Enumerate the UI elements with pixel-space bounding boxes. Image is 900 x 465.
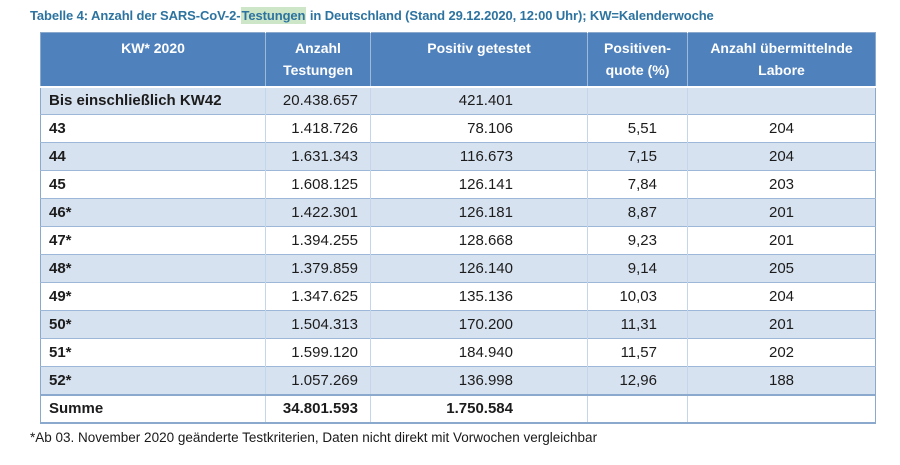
table-cell: 421.401 [370, 86, 588, 115]
table-cell: 205 [687, 254, 876, 283]
footnote: *Ab 03. November 2020 geänderte Testkrit… [30, 429, 598, 445]
table-cell: 50* [40, 310, 266, 339]
table-cell: 136.998 [370, 366, 588, 395]
table-cell: 8,87 [587, 198, 688, 227]
table-cell: 9,23 [587, 226, 688, 255]
table-cell [587, 86, 688, 115]
table-row: 44 1.631.343 116.673 7,15 204 [40, 142, 876, 171]
col-header-positiv: Positiv getestet [370, 32, 588, 88]
table-cell: 10,03 [587, 282, 688, 311]
table-cell: 203 [687, 170, 876, 199]
table-body: Bis einschließlich KW42 20.438.657 421.401… [40, 86, 876, 423]
table-cell: 47* [40, 226, 266, 255]
table-cell: 1.347.625 [265, 282, 371, 311]
table-cell: 170.200 [370, 310, 588, 339]
table-cell [587, 393, 688, 423]
table-row: 50* 1.504.313 170.200 11,31 201 [40, 310, 876, 339]
table-cell: 11,57 [587, 338, 688, 367]
table-row: 49* 1.347.625 135.136 10,03 204 [40, 282, 876, 311]
table-row: 48* 1.379.859 126.140 9,14 205 [40, 254, 876, 283]
table-cell: 116.673 [370, 142, 588, 171]
table-row: 46* 1.422.301 126.181 8,87 201 [40, 198, 876, 227]
summary-row: Summe 34.801.593 1.750.584 [40, 393, 876, 423]
table-cell: 49* [40, 282, 266, 311]
table-cell: 48* [40, 254, 266, 283]
table-cell: 126.141 [370, 170, 588, 199]
table-cell: 1.504.313 [265, 310, 371, 339]
table-cell: 34.801.593 [265, 393, 371, 423]
table-cell: 12,96 [587, 366, 688, 395]
table-cell: 1.608.125 [265, 170, 371, 199]
table-cell: 184.940 [370, 338, 588, 367]
table-cell: 1.418.726 [265, 114, 371, 143]
table-row: 52* 1.057.269 136.998 12,96 188 [40, 366, 876, 395]
table-cell: 51* [40, 338, 266, 367]
col-header-quote: Positiven- quote (%) [587, 32, 688, 88]
table-cell: 201 [687, 198, 876, 227]
table-cell: 126.140 [370, 254, 588, 283]
table-cell: 204 [687, 142, 876, 171]
table-cell: 52* [40, 366, 266, 395]
testing-data-table: KW* 2020 Anzahl Testungen Positiv getest… [40, 32, 876, 424]
col-header-kw: KW* 2020 [40, 32, 266, 88]
table-row: 47* 1.394.255 128.668 9,23 201 [40, 226, 876, 255]
table-row: 51* 1.599.120 184.940 11,57 202 [40, 338, 876, 367]
table-cell: 9,14 [587, 254, 688, 283]
table-cell: 5,51 [587, 114, 688, 143]
table-cell: 135.136 [370, 282, 588, 311]
table-caption: Tabelle 4: Anzahl der SARS-CoV-2-Testung… [30, 7, 870, 24]
table-cell: 204 [687, 114, 876, 143]
table-cell: 201 [687, 226, 876, 255]
table-cell: 1.379.859 [265, 254, 371, 283]
table-cell: 44 [40, 142, 266, 171]
table-cell: Summe [40, 393, 266, 423]
table-row: 43 1.418.726 78.106 5,51 204 [40, 114, 876, 143]
table-cell: Bis einschließlich KW42 [49, 92, 222, 110]
table-cell: 7,84 [587, 170, 688, 199]
table-cell [687, 393, 876, 423]
table-row: Bis einschließlich KW42 20.438.657 421.401 [40, 86, 876, 115]
table-cell: 1.057.269 [265, 366, 371, 395]
caption-text-after: in Deutschland (Stand 29.12.2020, 12:00 … [306, 8, 714, 23]
caption-highlighted-word: Testungen [240, 7, 307, 24]
table-cell: 204 [687, 282, 876, 311]
table-cell: 78.106 [370, 114, 588, 143]
table-cell: 128.668 [370, 226, 588, 255]
table-row: 45 1.608.125 126.141 7,84 203 [40, 170, 876, 199]
table-cell: 188 [687, 366, 876, 395]
table-header-row: KW* 2020 Anzahl Testungen Positiv getest… [40, 32, 876, 88]
table-cell: 1.631.343 [265, 142, 371, 171]
table-cell: 45 [40, 170, 266, 199]
table-cell: 20.438.657 [265, 86, 371, 115]
table-cell: 1.599.120 [265, 338, 371, 367]
table-cell: 46* [40, 198, 266, 227]
table-cell [687, 86, 876, 115]
table-cell: 7,15 [587, 142, 688, 171]
table-cell: 126.181 [370, 198, 588, 227]
table-cell: 43 [40, 114, 266, 143]
col-header-labore: Anzahl übermittelnde Labore [687, 32, 876, 88]
table-cell: 11,31 [587, 310, 688, 339]
table-cell: 202 [687, 338, 876, 367]
col-header-testungen: Anzahl Testungen [265, 32, 371, 88]
table-cell: 1.422.301 [265, 198, 371, 227]
table-cell: 201 [687, 310, 876, 339]
caption-text-before: Tabelle 4: Anzahl der SARS-CoV-2- [30, 8, 241, 23]
table-cell: 1.750.584 [370, 393, 588, 423]
table-cell: 1.394.255 [265, 226, 371, 255]
